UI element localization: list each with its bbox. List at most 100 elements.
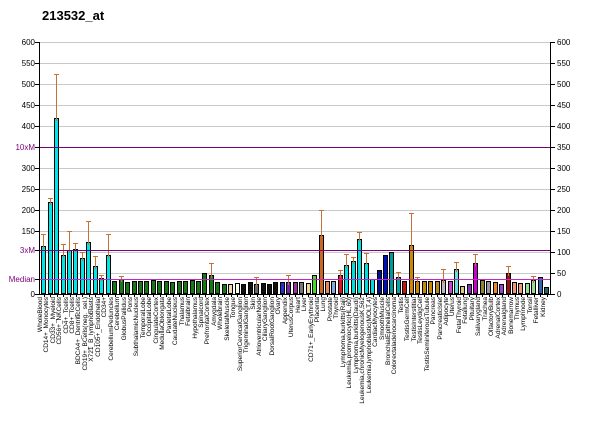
sample-label[interactable]: CD56+_NKCells	[56, 297, 64, 345]
x-tick	[366, 294, 368, 297]
x-tick	[340, 294, 342, 297]
bar[interactable]	[41, 245, 47, 294]
x-tick	[462, 294, 464, 297]
bar[interactable]	[279, 282, 285, 294]
bar[interactable]	[350, 261, 356, 294]
bar[interactable]	[370, 278, 376, 294]
bar[interactable]	[79, 257, 85, 294]
bar[interactable]	[389, 252, 395, 294]
bar[interactable]	[67, 249, 73, 294]
bar[interactable]	[421, 281, 427, 294]
bar[interactable]	[479, 280, 485, 294]
bar[interactable]	[512, 281, 518, 294]
bar[interactable]	[157, 281, 163, 294]
bar[interactable]	[486, 280, 492, 294]
x-tick	[482, 294, 484, 297]
bar[interactable]	[537, 276, 543, 294]
bar[interactable]	[125, 282, 131, 294]
bar[interactable]	[170, 281, 176, 294]
error-bar	[365, 252, 367, 266]
bar[interactable]	[150, 280, 156, 294]
bar[interactable]	[228, 283, 234, 294]
bar[interactable]	[460, 285, 466, 294]
bar[interactable]	[318, 235, 324, 294]
error-bar	[455, 262, 457, 273]
y-tick-label-right: 100	[557, 248, 571, 257]
x-tick	[372, 294, 374, 297]
error-bar-cap	[337, 269, 343, 271]
x-tick	[488, 294, 490, 297]
x-tick	[508, 294, 510, 297]
bar[interactable]	[544, 287, 550, 294]
x-tick	[437, 294, 439, 297]
bar[interactable]	[163, 280, 169, 294]
x-tick	[50, 294, 52, 297]
error-bar	[120, 275, 122, 282]
x-tick	[114, 294, 116, 297]
bar[interactable]	[292, 281, 298, 294]
y-tick-label-left: 500	[21, 80, 35, 89]
bar[interactable]	[60, 255, 66, 294]
bar[interactable]	[312, 275, 318, 294]
bar[interactable]	[402, 281, 408, 294]
error-bar	[320, 210, 322, 239]
y-tick-label-left: 3xM	[19, 245, 35, 255]
error-bar	[69, 231, 71, 253]
bar[interactable]	[524, 283, 530, 294]
x-tick	[475, 294, 477, 297]
bar[interactable]	[234, 282, 240, 294]
bar[interactable]	[408, 244, 414, 294]
bar[interactable]	[241, 283, 247, 294]
error-bar-cap	[531, 275, 537, 277]
bar[interactable]	[299, 281, 305, 294]
bar[interactable]	[492, 282, 498, 294]
bar[interactable]	[189, 279, 195, 294]
bar[interactable]	[105, 255, 111, 294]
x-tick	[263, 294, 264, 297]
bar[interactable]	[131, 281, 137, 294]
bar[interactable]	[183, 281, 189, 294]
bar[interactable]	[54, 118, 60, 294]
bar[interactable]	[176, 280, 182, 294]
bar[interactable]	[447, 280, 453, 294]
bar[interactable]	[260, 282, 266, 294]
bar[interactable]	[273, 282, 279, 294]
y-tick-label-right: 400	[557, 122, 571, 131]
bar[interactable]	[434, 280, 440, 294]
y-gridline	[38, 105, 550, 106]
bar[interactable]	[324, 281, 330, 294]
bar[interactable]	[305, 283, 311, 294]
x-tick	[430, 294, 432, 297]
y-tick-left	[34, 279, 39, 281]
bar[interactable]	[376, 269, 382, 294]
bar[interactable]	[266, 283, 272, 294]
bar[interactable]	[215, 281, 221, 294]
bar[interactable]	[144, 280, 150, 294]
bar[interactable]	[331, 280, 337, 294]
x-tick	[217, 294, 219, 297]
x-tick	[275, 294, 277, 297]
sample-label[interactable]: Fetalbrain	[185, 297, 193, 326]
bar[interactable]	[112, 281, 118, 294]
sample-label[interactable]: Kidney	[539, 297, 547, 317]
x-tick	[540, 294, 542, 297]
bar[interactable]	[505, 273, 511, 294]
bar[interactable]	[202, 273, 208, 294]
bar[interactable]	[196, 280, 201, 294]
bar[interactable]	[73, 248, 79, 294]
bar[interactable]	[221, 283, 227, 294]
bar[interactable]	[137, 281, 143, 294]
bar[interactable]	[383, 254, 389, 294]
x-tick	[456, 294, 458, 297]
bar[interactable]	[428, 281, 434, 294]
bar[interactable]	[466, 283, 472, 294]
bar[interactable]	[363, 262, 369, 294]
x-tick	[514, 294, 516, 297]
bar[interactable]	[247, 282, 253, 294]
x-tick	[134, 294, 136, 297]
bar[interactable]	[357, 238, 363, 294]
error-bar-cap	[54, 73, 60, 75]
bar[interactable]	[518, 283, 524, 294]
bar[interactable]	[499, 283, 505, 294]
bar[interactable]	[453, 269, 459, 294]
